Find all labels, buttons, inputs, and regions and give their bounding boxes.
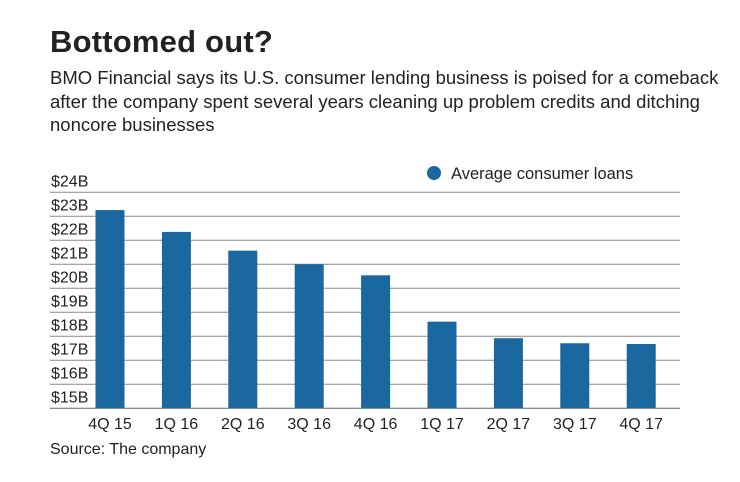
y-tick-label: $21B [51,245,88,262]
bar [161,231,191,409]
bar [493,338,523,409]
x-tick-label: 1Q 17 [420,416,464,433]
source-note: Source: The company [50,441,207,458]
bar [626,343,656,409]
y-tick-label: $16B [51,365,88,382]
x-tick-label: 3Q 16 [287,416,331,433]
chart-subtitle: BMO Financial says its U.S. consumer len… [50,67,719,135]
bars [95,210,656,409]
x-tick-label: 3Q 17 [553,416,597,433]
chart-title: Bottomed out? [50,24,273,59]
x-tick-label: 4Q 17 [619,416,663,433]
x-axis-labels: 4Q 15 1Q 16 2Q 16 3Q 16 4Q 16 1Q 17 2Q 17 3Q 17… [88,416,663,433]
y-tick-label: $20B [51,269,88,286]
y-tick-label: $15B [51,389,88,406]
legend: Average consumer loans [427,165,633,183]
x-tick-label: 2Q 17 [487,416,531,433]
x-tick-label: 4Q 15 [88,416,132,433]
y-tick-label: $17B [51,341,88,358]
y-tick-label: $24B [51,173,88,190]
x-tick-label: 2Q 16 [221,416,265,433]
legend-marker [427,166,441,180]
bar [560,343,590,409]
legend-label: Average consumer loans [451,165,633,183]
bar [427,321,457,409]
y-tick-label: $23B [51,197,88,214]
y-tick-label: $18B [51,317,88,334]
bar [294,264,324,409]
x-tick-label: 4Q 16 [354,416,398,433]
y-axis-labels: $15B $16B $17B $18B $19B $20B $21B $22B $23B $24B [51,173,88,406]
bar [228,250,258,409]
x-tick-label: 1Q 16 [155,416,199,433]
bar [361,275,391,409]
bar [95,210,125,409]
y-tick-label: $22B [51,221,88,238]
y-tick-label: $19B [51,293,88,310]
